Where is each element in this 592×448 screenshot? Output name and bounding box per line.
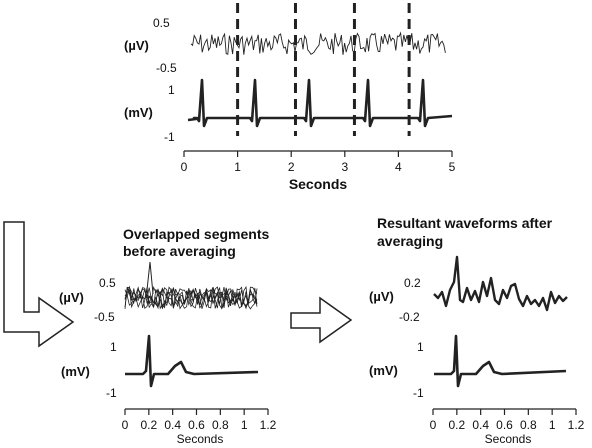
left-x-tick-label: 0.4 <box>164 418 181 432</box>
right-millivolt-label: (mV) <box>369 363 398 378</box>
left-overlapped-microvolt-traces <box>124 261 258 310</box>
right-uv-tick-low: -0.2 <box>399 310 420 324</box>
top-uv-tick-low: -0.5 <box>156 61 177 75</box>
top-x-tick-label: 4 <box>395 160 402 174</box>
top-mv-tick-high: 1 <box>168 83 175 97</box>
overlapped-segment-trace <box>124 286 258 310</box>
overlapped-spike <box>146 261 154 295</box>
flow-arrow-left <box>3 221 75 348</box>
left-x-ticks: 0 0.2 0.4 0.6 0.8 1 1.2 <box>122 409 277 432</box>
left-panel: Overlapped segments before averaging 0.5… <box>59 226 277 446</box>
top-uv-tick-high: 0.5 <box>153 16 170 30</box>
left-microvolt-label: (µV) <box>59 290 84 305</box>
top-millivolt-label: (mV) <box>124 105 153 120</box>
left-millivolt-ecg-trace <box>125 334 259 388</box>
left-x-axis-label: Seconds <box>177 432 224 446</box>
left-x-tick-label: 1 <box>241 418 248 432</box>
left-uv-tick-high: 0.5 <box>99 276 116 290</box>
top-millivolt-ecg-trace <box>187 78 453 128</box>
top-x-tick-label: 1 <box>234 160 241 174</box>
top-panel: 0.5 (µV) -0.5 1 (mV) -1 0 1 2 3 4 5 Seconds <box>124 3 456 192</box>
right-x-tick-label: 0.6 <box>496 418 513 432</box>
top-x-tick-label: 0 <box>181 160 188 174</box>
right-mv-tick-low: -1 <box>413 386 424 400</box>
left-x-tick-label: 0.2 <box>140 418 157 432</box>
right-x-tick-label: 0.8 <box>520 418 537 432</box>
top-microvolt-trace <box>190 31 446 55</box>
left-uv-tick-low: -0.5 <box>94 310 115 324</box>
top-x-axis-label: Seconds <box>289 176 348 192</box>
left-x-tick-label: 0 <box>122 418 129 432</box>
left-x-tick-label: 0.6 <box>188 418 205 432</box>
right-title-line2: averaging <box>377 233 443 249</box>
flow-arrow-right <box>290 296 353 344</box>
right-averaged-microvolt-trace <box>433 255 568 312</box>
left-mv-tick-low: -1 <box>106 386 117 400</box>
top-mv-tick-low: -1 <box>164 130 175 144</box>
right-uv-tick-high: 0.2 <box>404 276 421 290</box>
right-x-tick-label: 1 <box>549 418 556 432</box>
right-title-line1: Resultant waveforms after <box>377 215 553 231</box>
left-mv-tick-high: 1 <box>110 340 117 354</box>
top-x-ticks: 0 1 2 3 4 5 <box>181 151 456 174</box>
top-x-tick-label: 5 <box>449 160 456 174</box>
top-microvolt-label: (µV) <box>124 38 149 53</box>
right-panel: Resultant waveforms after averaging 0.2 … <box>369 215 585 446</box>
top-x-tick-label: 2 <box>288 160 295 174</box>
left-x-tick-label: 0.8 <box>212 418 229 432</box>
right-millivolt-ecg-trace <box>434 334 567 388</box>
left-millivolt-label: (mV) <box>61 364 90 379</box>
segment-markers <box>236 3 411 136</box>
top-x-tick-label: 3 <box>341 160 348 174</box>
right-x-tick-label: 0 <box>430 418 437 432</box>
overlapped-segment-trace <box>124 287 258 310</box>
right-x-axis-label: Seconds <box>485 432 532 446</box>
left-title-line2: before averaging <box>123 243 236 259</box>
right-mv-tick-high: 1 <box>417 340 424 354</box>
left-title-line1: Overlapped segments <box>123 226 269 242</box>
right-x-tick-label: 1.2 <box>568 418 585 432</box>
right-microvolt-label: (µV) <box>369 289 394 304</box>
left-x-tick-label: 1.2 <box>260 418 277 432</box>
right-x-tick-label: 0.2 <box>448 418 465 432</box>
right-x-ticks: 0 0.2 0.4 0.6 0.8 1 1.2 <box>430 409 585 432</box>
right-x-tick-label: 0.4 <box>472 418 489 432</box>
